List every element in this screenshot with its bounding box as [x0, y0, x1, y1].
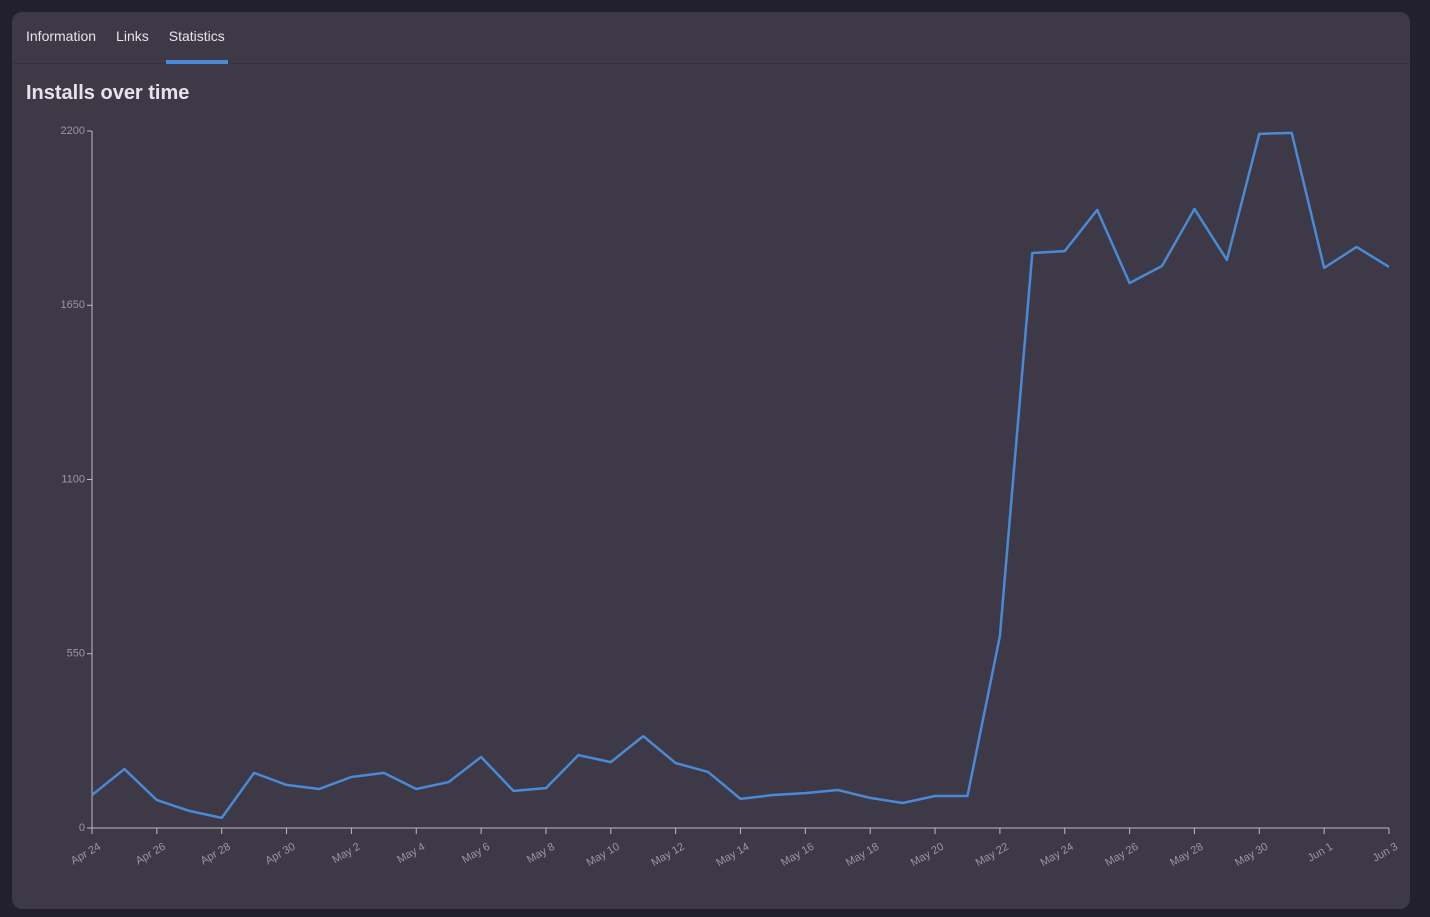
y-tick-label: 1650	[61, 299, 85, 311]
x-tick-label: Jun 1	[1306, 841, 1335, 865]
x-tick-label: Jun 3	[1371, 841, 1400, 865]
x-tick-label: May 20	[909, 841, 946, 869]
x-tick-label: May 14	[714, 841, 751, 869]
x-tick-label: May 18	[844, 841, 881, 869]
chart-title: Installs over time	[26, 82, 190, 104]
x-tick-label: May 30	[1233, 841, 1270, 869]
x-tick-label: May 22	[974, 841, 1011, 869]
tab[interactable]: Links	[116, 28, 149, 44]
tab-bar: Information Links Statistics	[12, 12, 1410, 64]
x-tick-label: May 8	[525, 841, 557, 866]
x-tick-label: Apr 28	[199, 841, 233, 868]
y-tick-label: 550	[67, 648, 85, 660]
line	[91, 131, 1390, 820]
panel: Information Links Statistics Installs over…	[12, 12, 1410, 909]
x-tick-label: Apr 30	[263, 841, 297, 868]
tab[interactable]: Statistics	[165, 12, 228, 64]
x-tick-label: May 6	[460, 841, 492, 866]
x-tick-label: May 12	[649, 841, 686, 869]
y-tick-label: 1100	[61, 473, 85, 485]
x-tick-label: May 4	[395, 841, 427, 866]
tab[interactable]: Information	[26, 28, 97, 44]
x-tick-label: Apr 24	[69, 841, 103, 868]
x-tick-label: May 16	[779, 841, 816, 869]
x-tick-label: Apr 26	[134, 841, 168, 868]
y-tick-label: 0	[79, 822, 85, 834]
x-tick-label: May 26	[1103, 841, 1140, 869]
x-tick-label: May 28	[1168, 841, 1205, 869]
y-tick-label: 2200	[61, 125, 85, 137]
x-tick-label: May 10	[585, 841, 622, 869]
x-tick-label: May 24	[1038, 841, 1075, 869]
x-tick-label: May 2	[330, 841, 362, 866]
